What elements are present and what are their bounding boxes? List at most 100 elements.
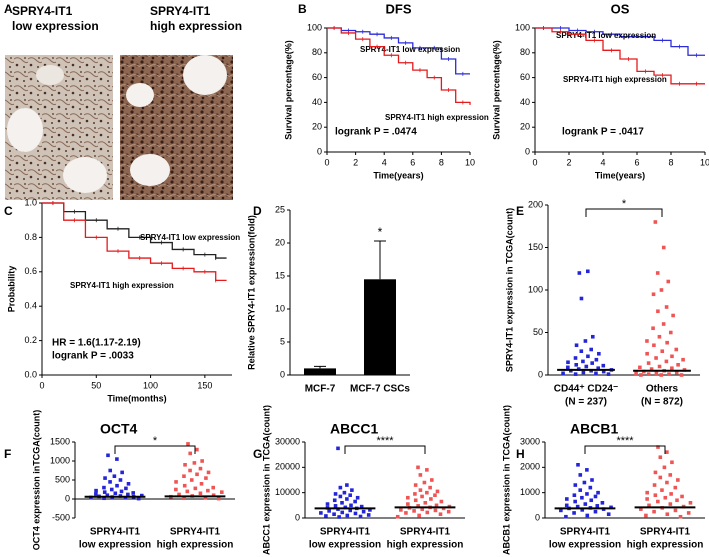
dot	[661, 245, 666, 250]
x-tick-label: low expression	[549, 540, 621, 551]
dot	[140, 493, 144, 498]
x-axis-label: Time(months)	[107, 393, 166, 403]
y-axis-label: Relative SPRY4-IT1 expression(fold)	[246, 215, 256, 370]
dot	[108, 468, 113, 473]
y-axis-label: OCT4 expression inTCGA(count)	[31, 410, 41, 551]
dot	[653, 220, 658, 224]
dot	[572, 493, 577, 497]
x-tick-label: SPRY4-IT1	[170, 527, 221, 538]
survival-curve	[535, 27, 705, 56]
x-tick-label: 10	[700, 157, 709, 167]
x-tick-label: SPRY4-IT1	[400, 527, 451, 538]
dot	[359, 504, 364, 509]
x-tick-label: 0	[324, 157, 329, 167]
y-tick-label: 0	[280, 369, 285, 379]
image-caption: high expression	[150, 19, 242, 33]
dot	[188, 451, 193, 456]
x-tick-label: 6	[410, 157, 415, 167]
dot	[119, 489, 124, 494]
dot	[580, 495, 584, 500]
dot	[395, 514, 400, 519]
dot	[656, 309, 660, 314]
x-tick-label: SPRY4-IT1	[640, 527, 691, 538]
x-tick-label: (N = 237)	[565, 397, 607, 408]
dot	[590, 361, 594, 365]
dot	[675, 498, 679, 503]
dot	[366, 513, 371, 517]
dot	[600, 501, 605, 505]
stat-annotation: logrank P = .0033	[52, 351, 134, 362]
dot	[588, 485, 593, 490]
dot	[596, 490, 600, 495]
x-axis-label: Time(years)	[595, 170, 645, 180]
dot	[193, 486, 198, 491]
dot	[206, 488, 210, 493]
y-axis-label: Survival percentage(%)	[491, 40, 501, 140]
dot	[654, 371, 659, 376]
dot	[120, 470, 124, 475]
y-tick-label: 50	[533, 327, 543, 337]
dot	[678, 514, 683, 519]
x-tick-label: 0	[532, 157, 537, 167]
dot	[668, 502, 673, 506]
dot	[676, 363, 680, 367]
y-tick-label: 0.0	[24, 369, 37, 379]
dot	[423, 501, 428, 505]
dot	[646, 361, 651, 365]
dot	[338, 485, 343, 490]
dot	[586, 269, 590, 274]
dot	[113, 491, 118, 496]
dot	[327, 509, 331, 513]
dot	[670, 366, 674, 370]
dot	[118, 478, 123, 482]
y-tick-label: 20000	[275, 462, 300, 472]
y-tick-label: 0	[317, 146, 322, 156]
dot	[94, 492, 98, 496]
dot	[581, 359, 585, 364]
dot	[200, 459, 204, 463]
x-tick-label: high expression	[627, 540, 704, 551]
dot	[94, 488, 98, 493]
significance-bracket	[344, 445, 426, 454]
dot	[579, 296, 584, 301]
dot	[655, 271, 660, 275]
panel-title: ABCB1	[570, 421, 618, 437]
dot	[644, 513, 648, 518]
dot	[126, 482, 131, 486]
y-tick-label: 1000	[50, 455, 70, 465]
dot	[435, 489, 440, 494]
dot	[319, 511, 323, 515]
dot	[573, 372, 578, 376]
dot	[594, 371, 598, 376]
dot	[674, 347, 679, 352]
dot	[430, 478, 434, 482]
dot	[686, 511, 691, 515]
dot	[660, 349, 665, 353]
y-tick-label: 3000	[520, 436, 540, 446]
y-tick-label: 100	[307, 22, 322, 32]
x-tick-label: (N = 872)	[641, 397, 683, 408]
dot	[124, 486, 128, 491]
dot	[216, 496, 221, 501]
dot	[668, 473, 673, 477]
significance-bracket	[585, 208, 663, 217]
dot	[572, 511, 576, 515]
dot	[665, 480, 669, 485]
dot	[332, 498, 337, 503]
dot	[345, 497, 349, 501]
significance: ****	[616, 435, 634, 447]
dot	[192, 461, 197, 465]
dot	[332, 512, 336, 516]
dot	[353, 511, 358, 516]
curve-label: SPRY4-IT1 high expression	[70, 281, 174, 290]
x-tick-label: 8	[668, 157, 673, 167]
y-tick-label: 0.8	[24, 232, 37, 242]
dot	[661, 322, 666, 326]
x-tick-label: MCF-7	[305, 384, 336, 395]
image-caption: SPRY4-IT1	[150, 4, 211, 18]
dot	[573, 356, 578, 360]
dot	[670, 354, 674, 359]
dot	[652, 509, 656, 514]
y-tick-label: 0	[525, 146, 530, 156]
dot	[573, 499, 577, 504]
